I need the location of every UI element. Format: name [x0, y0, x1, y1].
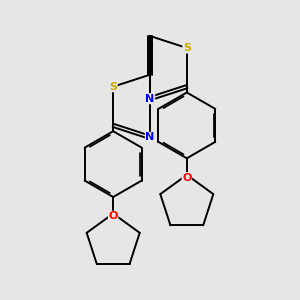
Text: O: O: [182, 173, 191, 183]
Text: N: N: [146, 132, 154, 142]
Text: S: S: [183, 43, 191, 53]
Text: O: O: [109, 212, 118, 221]
Text: S: S: [109, 82, 117, 92]
Text: N: N: [146, 94, 154, 103]
